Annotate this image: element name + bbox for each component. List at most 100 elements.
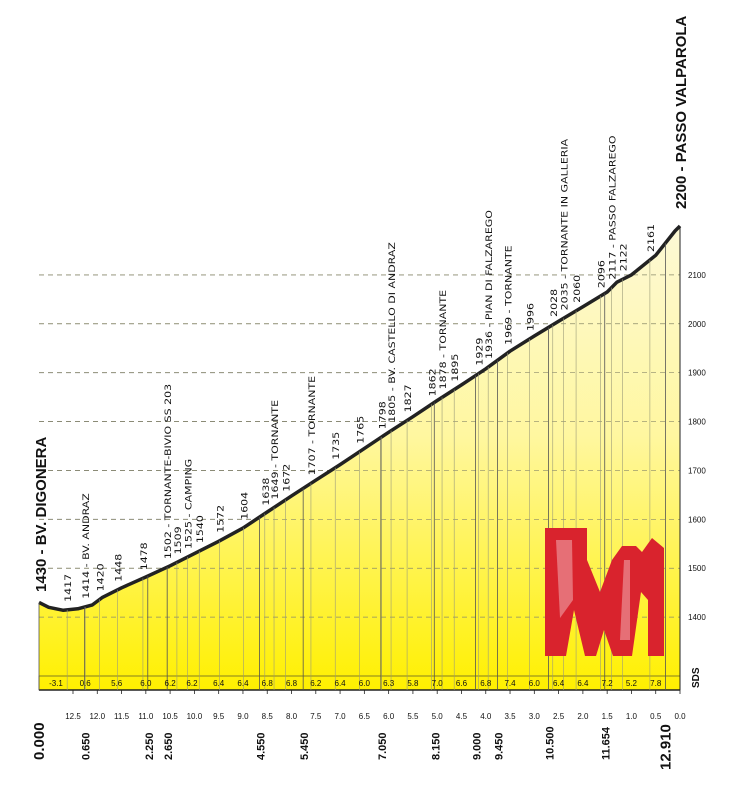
gradient-label-20: 6.4 [553, 679, 565, 688]
x-tick-label-16: 4.5 [456, 712, 468, 721]
gradient-label-5: 6.2 [186, 679, 198, 688]
x-tick-label-14: 5.5 [407, 712, 419, 721]
point-label-7: 1525 - CAMPING [184, 459, 194, 549]
x-tick-label-19: 3.0 [529, 712, 541, 721]
km-marker-3: 2.650 [163, 732, 175, 760]
point-label-4: 1478 [140, 542, 150, 570]
gradient-label-14: 5.8 [407, 679, 419, 688]
x-tick-label-1: 12.0 [89, 712, 105, 721]
km-marker-8: 9.000 [472, 732, 484, 760]
point-label-10: 1604 [240, 492, 250, 520]
x-tick-label-9: 8.0 [286, 712, 298, 721]
y-tick-label-2100: 2100 [688, 271, 706, 280]
gradient-label-0: -3.1 [49, 679, 63, 688]
point-label-13: 1672 [283, 464, 293, 492]
gradient-label-1: 0.6 [80, 679, 92, 688]
x-tick-label-13: 6.0 [383, 712, 395, 721]
km-marker-5: 5.450 [299, 732, 311, 760]
km-marker-10: 10.500 [544, 726, 556, 760]
km-marker-12: 12.910 [657, 724, 674, 770]
x-tick-label-7: 9.0 [237, 712, 249, 721]
point-label-22: 1895 [451, 354, 461, 382]
gradient-label-19: 6.0 [529, 679, 541, 688]
km-marker-9: 9.450 [493, 732, 505, 760]
y-tick-label-1800: 1800 [688, 418, 706, 427]
giro-logo-icon [545, 528, 664, 656]
y-tick-label-1700: 1700 [688, 466, 706, 475]
x-tick-label-11: 7.0 [335, 712, 347, 721]
y-tick-label-1400: 1400 [688, 613, 706, 622]
corner-mark: SDS [691, 667, 702, 688]
point-label-23: 1929 [475, 338, 485, 366]
y-tick-label-2000: 2000 [688, 320, 706, 329]
x-tick-label-6: 9.5 [213, 712, 225, 721]
km-marker-7: 8.150 [430, 732, 442, 760]
gradient-labels: -3.1 0.6 5.6 6.0 6.2 6.2 6.4 6.4 6.8 6.8 6.2 6.4 6.0… [49, 679, 662, 688]
point-label-31: 2117 - PASSO FALZAREGO [608, 135, 618, 279]
point-label-11: 1638 [262, 478, 272, 506]
profile-line [38, 224, 682, 613]
gradient-label-13: 6.3 [383, 679, 395, 688]
km-markers: 0.000 0.650 2.250 2.650 4.550 5.450 7.050 8.150… [31, 722, 674, 770]
point-label-28: 2035 - TORNANTE IN GALLERIA [560, 139, 570, 311]
gradient-label-21: 6.4 [577, 679, 589, 688]
y-tick-label-1600: 1600 [688, 515, 706, 524]
x-tick-label-18: 3.5 [504, 712, 516, 721]
x-tick-label-20: 2.5 [553, 712, 565, 721]
x-tick-label-12: 6.5 [359, 712, 371, 721]
x-tick-label-0: 12.5 [65, 712, 81, 721]
point-label-32: 2122 [620, 243, 630, 271]
point-label-0: 1417 [64, 574, 74, 602]
gradient-label-3: 6.0 [140, 679, 152, 688]
point-label-1: 1414 - BV. ANDRAZ [82, 493, 92, 599]
point-label-8: 1540 [196, 515, 206, 543]
point-label-3: 1448 [115, 554, 125, 582]
x-tick-label-8: 8.5 [262, 712, 274, 721]
y-tick-label-1500: 1500 [688, 564, 706, 573]
gradient-label-11: 6.4 [335, 679, 347, 688]
x-tick-label-4: 10.5 [162, 712, 178, 721]
x-tick-label-21: 2.0 [577, 712, 589, 721]
y-tick-label-1900: 1900 [688, 369, 706, 378]
point-label-15: 1735 [332, 432, 342, 460]
point-labels: 1417 1414 - BV. ANDRAZ 1420 1448 1478 1502 - … [64, 135, 657, 602]
point-label-20: 1862 [428, 368, 438, 396]
x-tick-label-25: 0.0 [674, 712, 686, 721]
distance-lines [38, 243, 666, 690]
x-tick-label-24: 0.5 [650, 712, 662, 721]
point-label-30: 2096 [597, 260, 607, 288]
altitude-tick-labels: 1400 1500 1600 1700 1800 1900 2000 2100 [688, 271, 706, 622]
x-tick-label-15: 5.0 [432, 712, 444, 721]
km-marker-11: 11.654 [601, 726, 613, 760]
gradient-label-24: 7.8 [650, 679, 662, 688]
distance-tick-labels: 12.5 12.0 11.5 11.0 10.5 10.0 9.5 9.0 8.5 8.0 7.5 7… [65, 690, 686, 721]
gradient-label-18: 7.4 [504, 679, 516, 688]
gradient-label-12: 6.0 [359, 679, 371, 688]
x-tick-label-3: 11.0 [138, 712, 154, 721]
point-label-29: 2060 [573, 275, 583, 303]
km-marker-1: 0.650 [81, 732, 93, 760]
point-label-33: 2161 [647, 224, 657, 252]
gradient-label-7: 6.4 [237, 679, 249, 688]
point-label-25: 1969 - TORNANTE [504, 245, 514, 345]
x-tick-label-17: 4.0 [480, 712, 492, 721]
point-label-19: 1827 [404, 384, 414, 412]
km-marker-6: 7.050 [377, 732, 389, 760]
x-tick-label-22: 1.5 [602, 712, 614, 721]
x-tick-label-2: 11.5 [114, 712, 130, 721]
x-tick-label-23: 1.0 [626, 712, 638, 721]
point-label-24: 1936 - PIAN DI FALZAREGO [485, 210, 495, 359]
start-label: 1430 - BV. DIGONERA [33, 437, 50, 592]
point-label-2: 1420 [97, 563, 107, 591]
point-label-26: 1996 [526, 303, 536, 331]
gradient-label-9: 6.8 [286, 679, 298, 688]
point-label-18: 1805 - BV. CASTELLO DI ANDRAZ [388, 242, 398, 423]
km-marker-2: 2.250 [144, 732, 156, 760]
point-label-5: 1502 - TORNANTE-BIVIO SS 203 [164, 384, 174, 559]
x-tick-label-5: 10.0 [187, 712, 203, 721]
gradient-label-15: 7.0 [432, 679, 444, 688]
x-tick-label-10: 7.5 [310, 712, 322, 721]
gradient-label-4: 6.2 [165, 679, 177, 688]
km-marker-4: 4.550 [256, 732, 268, 760]
end-label: 2200 - PASSO VALPAROLA [673, 15, 690, 209]
